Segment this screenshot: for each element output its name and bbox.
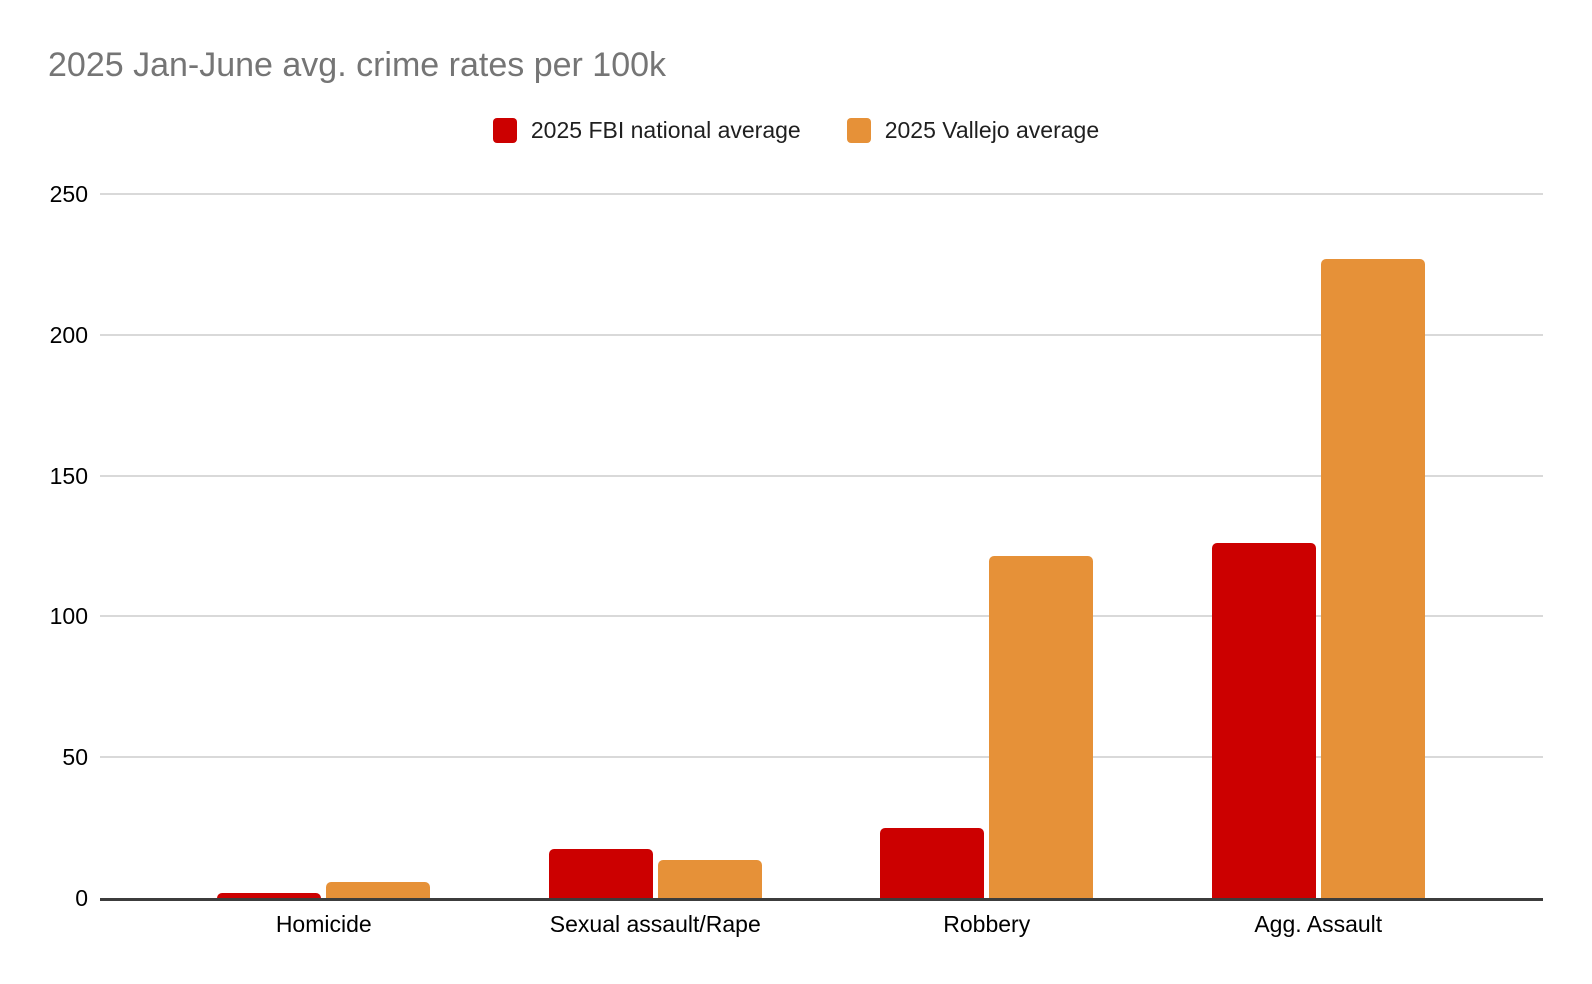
gridline-250 bbox=[100, 193, 1543, 195]
x-category-label: Homicide bbox=[275, 911, 372, 937]
bar-2025-vallejo-average bbox=[989, 555, 1094, 898]
plot-area: Homicide Sexual assault/Rape Robbery Agg. A… bbox=[100, 193, 1543, 937]
bar-2025-fbi-national-average bbox=[1211, 543, 1316, 898]
bar-group-sexual-assault-rape: Sexual assault/Rape bbox=[490, 194, 822, 937]
bar-2025-fbi-national-average bbox=[880, 827, 985, 898]
bar-group-robbery: Robbery bbox=[821, 194, 1153, 937]
bar-2025-fbi-national-average bbox=[548, 848, 653, 898]
chart-title: 2025 Jan-June avg. crime rates per 100k bbox=[48, 46, 667, 84]
x-category-label: Sexual assault/Rape bbox=[549, 911, 761, 937]
legend-swatch-icon bbox=[492, 118, 517, 143]
legend-item-vallejo-average: 2025 Vallejo average bbox=[846, 117, 1100, 144]
gridline-150 bbox=[100, 474, 1543, 477]
bar-group-agg-assault: Agg. Assault bbox=[1153, 194, 1485, 937]
bar-2025-vallejo-average bbox=[1320, 258, 1425, 898]
y-tick-label-100: 100 bbox=[49, 603, 88, 630]
x-category-label: Agg. Assault bbox=[1254, 911, 1383, 937]
bar-2025-vallejo-average bbox=[326, 881, 431, 898]
y-tick-label-150: 150 bbox=[49, 462, 88, 489]
legend-label: 2025 FBI national average bbox=[530, 117, 801, 143]
gridline-100 bbox=[100, 615, 1543, 618]
y-tick-label-0: 0 bbox=[75, 885, 88, 911]
y-tick-label-250: 250 bbox=[49, 181, 88, 207]
y-tick-label-200: 200 bbox=[49, 321, 88, 348]
bar-2025-vallejo-average bbox=[657, 859, 762, 898]
y-tick-label-50: 50 bbox=[62, 744, 88, 771]
legend-item-fbi-national-average: 2025 FBI national average bbox=[492, 117, 801, 144]
legend-label: 2025 Vallejo average bbox=[884, 117, 1100, 143]
legend-swatch-icon bbox=[846, 118, 871, 143]
gridline-200 bbox=[100, 333, 1543, 336]
legend: 2025 FBI national average 2025 Vallejo a… bbox=[0, 117, 1592, 144]
bar-group-homicide: Homicide bbox=[158, 194, 490, 937]
bar-2025-fbi-national-average bbox=[217, 893, 322, 898]
x-category-label: Robbery bbox=[943, 911, 1031, 937]
gridline-50 bbox=[100, 756, 1543, 759]
bar-groups: Homicide Sexual assault/Rape Robbery Agg. A… bbox=[158, 194, 1485, 937]
